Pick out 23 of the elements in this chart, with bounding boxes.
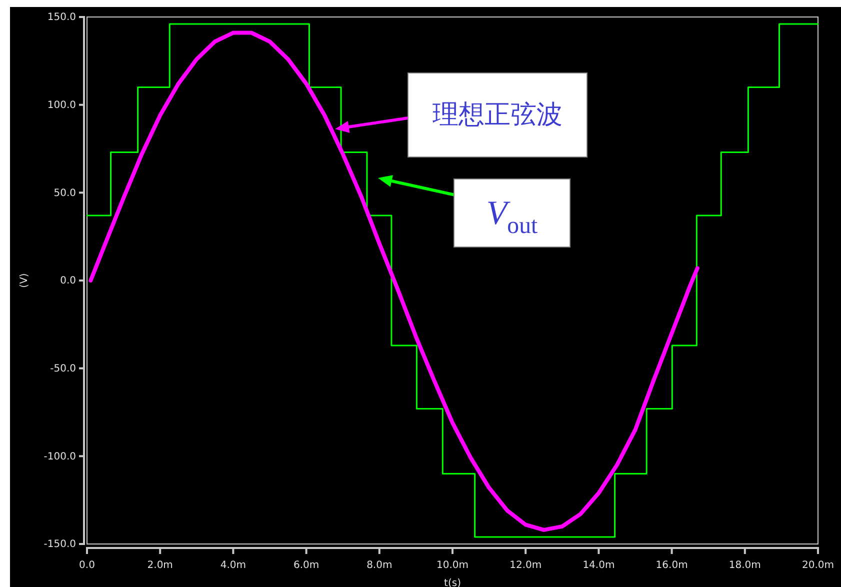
x-tick-label: 0.0: [79, 560, 95, 571]
x-tick-label: 2.0m: [147, 560, 173, 571]
y-tick-label: -100.0: [44, 451, 76, 462]
x-tick-label: 14.0m: [582, 560, 615, 571]
x-axis-title: t(s): [444, 578, 462, 587]
x-tick-label: 10.0m: [436, 560, 469, 571]
line-series: [88, 30, 700, 532]
y-tick-label: 50.0: [54, 188, 76, 199]
y-tick-label: 0.0: [60, 276, 76, 287]
y-tick-label: 100.0: [47, 100, 76, 112]
x-tick-label: 16.0m: [656, 560, 688, 571]
annotation: 理想正弦波: [432, 100, 562, 130]
y-tick-label: -50.0: [50, 364, 76, 375]
y-tick-label: 150.0: [47, 12, 76, 24]
x-tick-label: 4.0m: [220, 560, 246, 571]
x-tick-label: 20.0m: [802, 560, 834, 571]
annotation: V$_{out}$: [486, 194, 538, 239]
y-axis-title: (V): [19, 273, 30, 288]
y-tick-label: -150.0: [44, 539, 76, 550]
x-tick-label: 6.0m: [293, 560, 320, 571]
x-tick-label: 18.0m: [728, 560, 761, 571]
x-tick-label: 12.0m: [510, 560, 542, 571]
x-tick-label: 8.0m: [366, 560, 392, 571]
